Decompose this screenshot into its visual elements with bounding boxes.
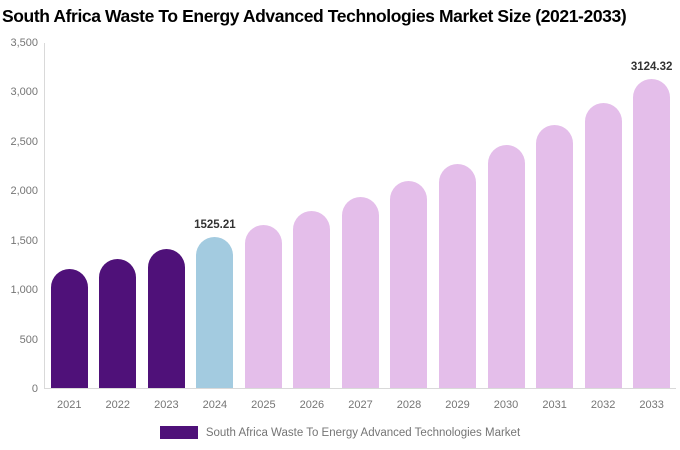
- bar-2029[interactable]: [439, 163, 477, 388]
- x-axis-label-2026: 2026: [299, 399, 325, 411]
- x-axis-label-2032: 2032: [590, 399, 616, 411]
- bar-2026[interactable]: [293, 211, 331, 388]
- bar-slot-2024: 1525.21 2024: [191, 43, 240, 411]
- y-axis-label: 0: [31, 383, 38, 395]
- x-axis-label-2033: 2033: [639, 399, 664, 411]
- bar-value-label-2033: 3124.32: [630, 61, 673, 74]
- legend-swatch-icon: [159, 426, 198, 439]
- bar-slot-2031: 2031: [530, 43, 579, 411]
- bar-2022[interactable]: [99, 259, 137, 388]
- bar-slot-2027: 2027: [336, 43, 385, 411]
- bar-slot-2028: 2028: [385, 43, 434, 411]
- x-axis-label-2028: 2028: [396, 399, 422, 411]
- y-axis-label: 2,500: [10, 135, 38, 148]
- bar-2028[interactable]: [390, 180, 428, 388]
- bar-slot-2023: 2023: [142, 43, 191, 411]
- x-axis-label-2025: 2025: [251, 399, 276, 411]
- bar-2024[interactable]: [196, 237, 234, 388]
- x-axis-label-2023: 2023: [154, 399, 179, 411]
- bar-slot-2026: 2026: [288, 43, 337, 411]
- x-axis-label-2024: 2024: [202, 399, 228, 411]
- bar-slot-2030: 2030: [482, 43, 531, 411]
- y-axis: 3,500 3,000 2,500 2,000 1,500 1,000 500 0: [0, 37, 38, 395]
- bar-slot-2029: 2029: [433, 43, 482, 411]
- bar-2025[interactable]: [244, 224, 282, 388]
- bar-slot-2025: 2025: [239, 43, 288, 411]
- x-axis-label-2021: 2021: [57, 399, 82, 411]
- bar-slot-2033: 3124.32 2033: [627, 43, 676, 411]
- x-axis-label-2027: 2027: [348, 399, 373, 411]
- bar-2032[interactable]: [584, 102, 622, 388]
- y-axis-label: 3,000: [10, 86, 38, 99]
- bar-2027[interactable]: [341, 196, 379, 388]
- bar-2033[interactable]: [633, 79, 671, 388]
- x-axis-label-2031: 2031: [542, 399, 567, 411]
- y-axis-label: 1,000: [10, 284, 38, 297]
- y-axis-label: 1,500: [10, 234, 38, 247]
- bar-slot-2021: 2021: [45, 43, 94, 411]
- y-axis-label: 2,000: [10, 185, 38, 198]
- x-axis-label-2030: 2030: [493, 399, 519, 411]
- bar-2023[interactable]: [147, 248, 185, 388]
- bar-slot-2022: 2022: [94, 43, 143, 411]
- chart-legend: South Africa Waste To Energy Advanced Te…: [0, 426, 680, 439]
- chart-title: South Africa Waste To Energy Advanced Te…: [2, 6, 627, 26]
- plot-area: 2021 2022 2023 1525.21 2024 2025 2026 2027 2028 2…: [44, 43, 676, 411]
- y-axis-label: 3,500: [10, 37, 38, 49]
- bar-2021[interactable]: [50, 269, 88, 388]
- bar-slot-2032: 2032: [579, 43, 628, 411]
- bar-value-label-2024: 1525.21: [194, 219, 236, 232]
- bar-2030[interactable]: [487, 144, 525, 388]
- x-axis-label-2029: 2029: [445, 399, 470, 411]
- y-axis-label: 500: [19, 333, 38, 346]
- bar-2031[interactable]: [536, 124, 574, 388]
- legend-label: South Africa Waste To Energy Advanced Te…: [205, 426, 521, 439]
- x-axis-label-2022: 2022: [105, 399, 131, 411]
- legend-item[interactable]: South Africa Waste To Energy Advanced Te…: [159, 426, 521, 439]
